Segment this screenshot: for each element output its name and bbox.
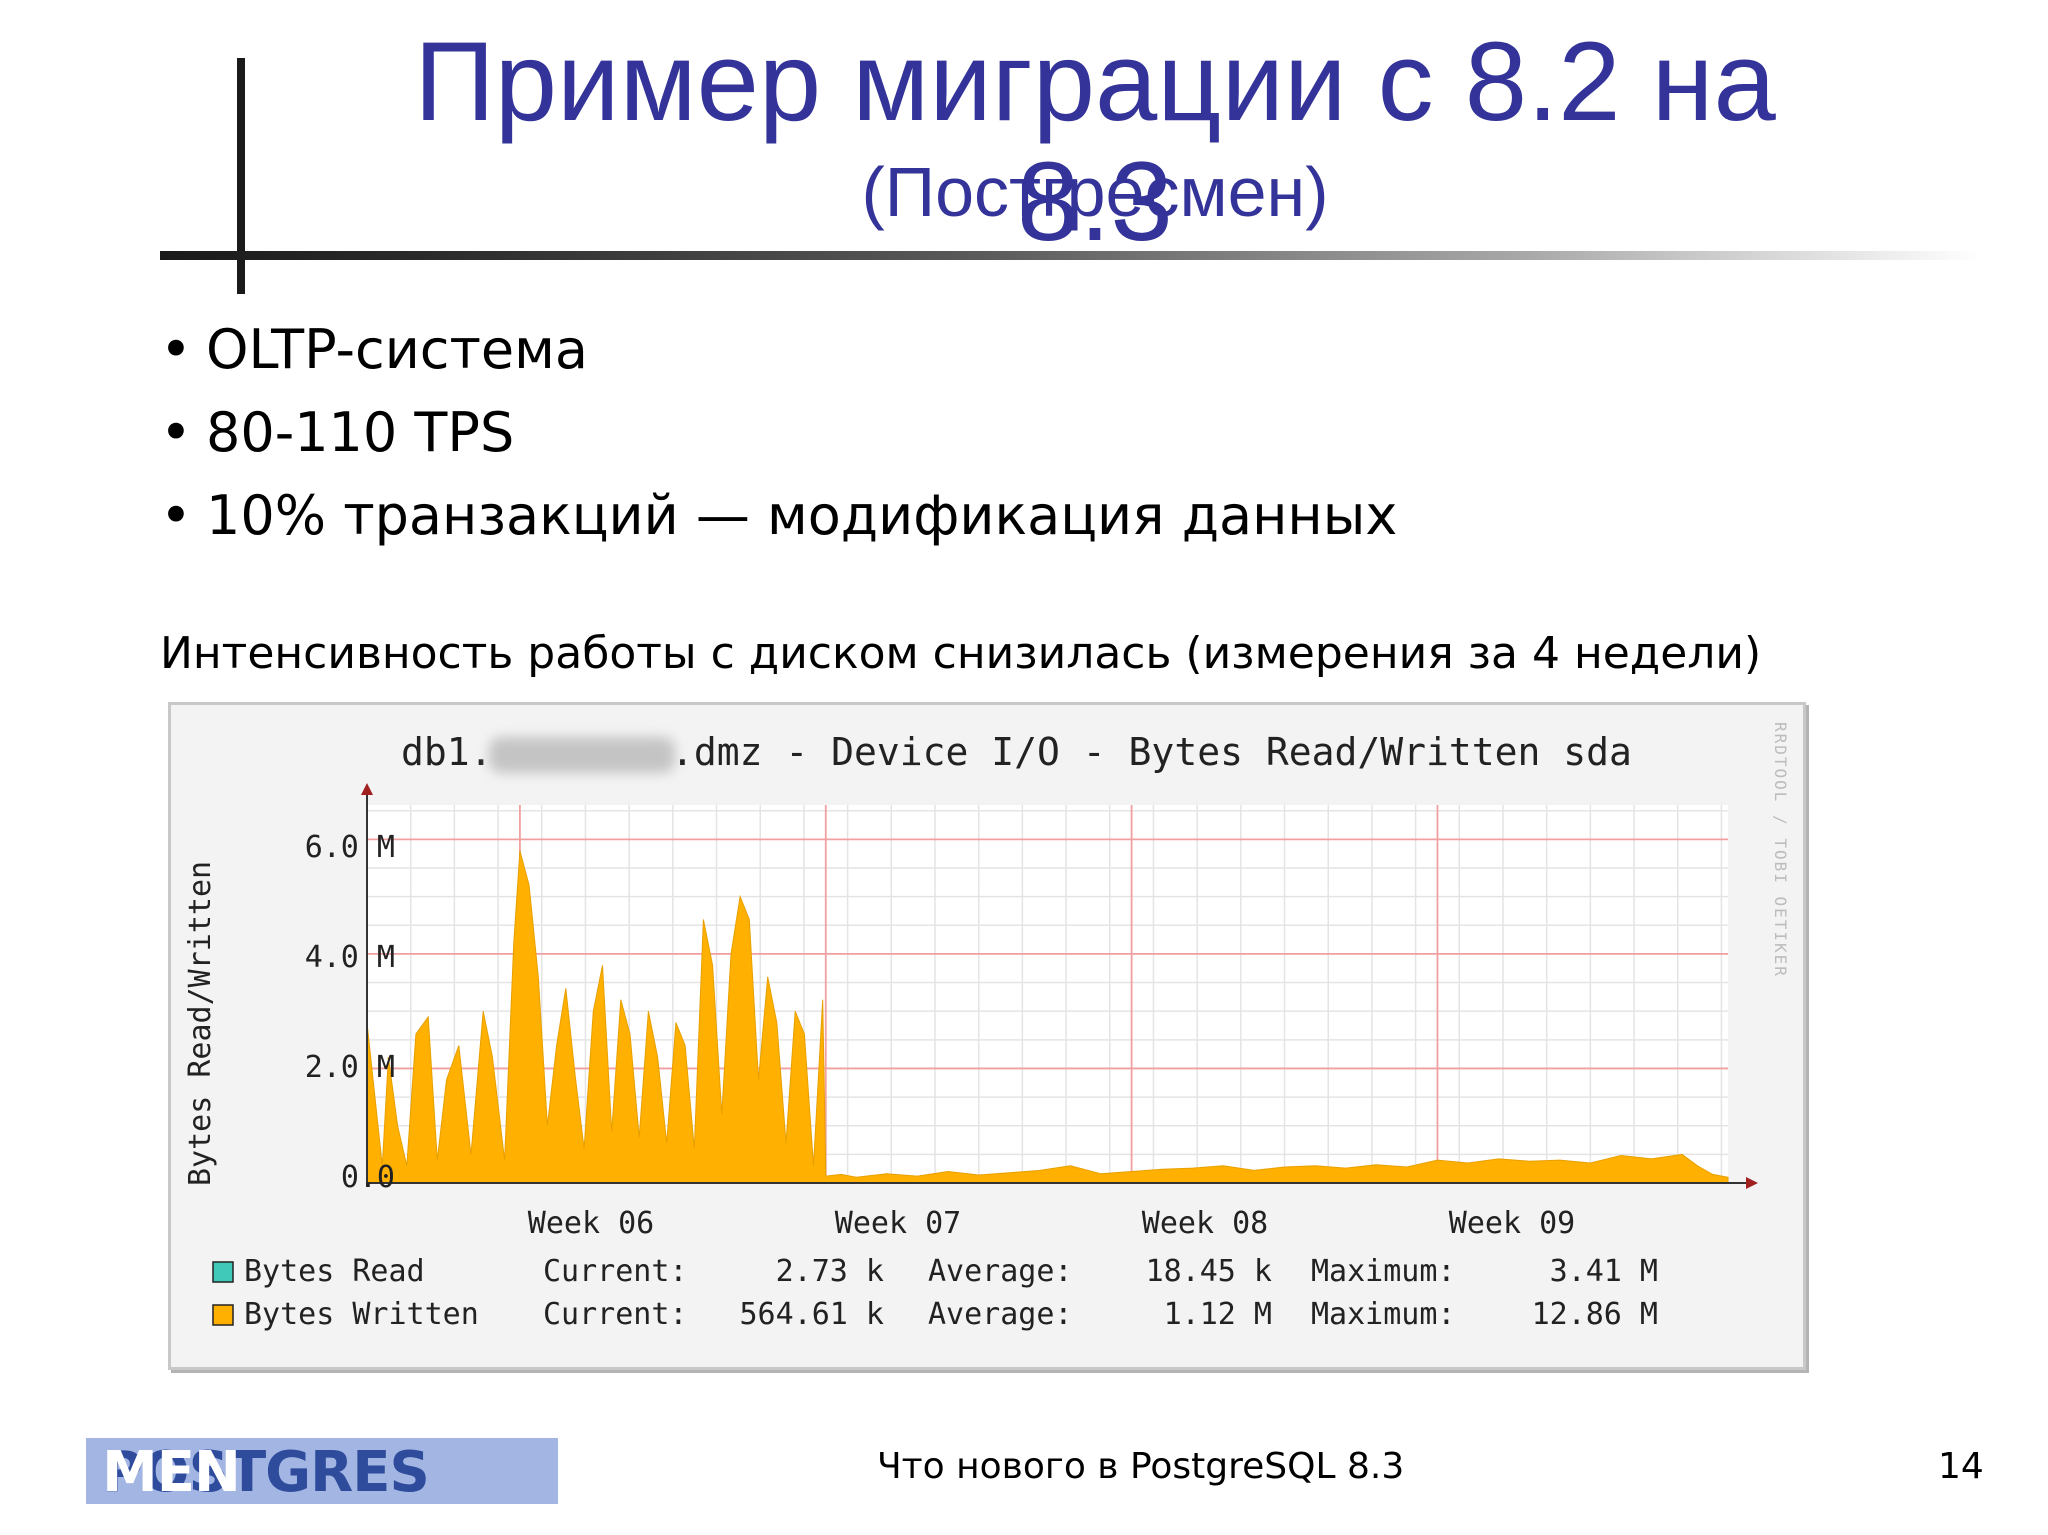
legend-swatch-bytes-written: [212, 1304, 234, 1326]
bullet-dot: •: [160, 484, 192, 547]
redacted-hostname: [489, 737, 675, 773]
postgresmen-logo: POSTGRES MEN: [86, 1438, 558, 1504]
legend-average-value: 1.12 M: [1164, 1297, 1272, 1332]
bullet-item: • OLTP-система: [160, 308, 1397, 391]
legend-maximum-value: 12.86 M: [1532, 1297, 1658, 1332]
legend-average-label: Average:: [928, 1254, 1073, 1289]
bullet-dot: •: [160, 318, 192, 381]
slide-title: Пример миграции с 8.2 на 8.3: [414, 19, 1776, 264]
legend-current-label: Current:: [543, 1254, 688, 1289]
legend-current-value: 564.61 k: [740, 1297, 885, 1332]
plot-area: [361, 783, 1758, 1189]
y-tick-label: 4.0 M: [305, 940, 395, 975]
x-tick-label: Week 06: [528, 1206, 654, 1241]
x-tick-label: Week 09: [1449, 1206, 1575, 1241]
legend-maximum-value: 3.41 M: [1550, 1254, 1658, 1289]
slide-subtitle: (Постгресмен): [861, 153, 1329, 231]
title-horizontal-rule: [160, 251, 1980, 260]
series-area-bytes-written: [366, 850, 1729, 1184]
legend-current-label: Current:: [543, 1297, 688, 1332]
bullet-list: • OLTP-система • 80-110 TPS • 10% транзакци…: [160, 308, 1397, 557]
legend-swatch-bytes-read: [212, 1261, 234, 1283]
logo-text-men: MEN: [102, 1440, 241, 1505]
rrd-chart-svg: db1. .dmz - Device I/O - Bytes Read/Writ…: [171, 705, 1803, 1367]
page-number: 14: [1938, 1446, 1984, 1487]
bullet-text: OLTP-система: [206, 318, 588, 381]
legend-maximum-label: Maximum:: [1311, 1297, 1456, 1332]
chart-y-axis-label: Bytes Read/Written: [183, 861, 218, 1186]
title-vertical-rule: [237, 58, 245, 294]
rrd-chart-image: db1. .dmz - Device I/O - Bytes Read/Writ…: [168, 702, 1806, 1370]
y-tick-label: 0.0: [341, 1160, 395, 1195]
x-tick-label: Week 07: [835, 1206, 961, 1241]
rrdtool-watermark: RRDTOOL / TOBI OETIKER: [1771, 722, 1790, 978]
x-tick-label: Week 08: [1142, 1206, 1268, 1241]
bullet-item: • 10% транзакций — модификация данных: [160, 474, 1397, 557]
footer-text: Что нового в PostgreSQL 8.3: [877, 1446, 1405, 1487]
legend-maximum-label: Maximum:: [1311, 1254, 1456, 1289]
legend-current-value: 2.73 k: [776, 1254, 884, 1289]
legend-name: Bytes Read: [244, 1254, 425, 1289]
bullet-text: 10% транзакций — модификация данных: [206, 484, 1398, 547]
legend-average-value: 18.45 k: [1146, 1254, 1272, 1289]
bullet-item: • 80-110 TPS: [160, 391, 1397, 474]
x-axis-arrow: [1746, 1177, 1758, 1189]
chart-title-suffix: .dmz - Device I/O - Bytes Read/Written s…: [671, 730, 1632, 774]
y-axis-arrow: [361, 783, 373, 795]
chart-caption: Интенсивность работы с диском снизилась …: [160, 628, 1762, 679]
legend-average-label: Average:: [928, 1297, 1073, 1332]
bullet-dot: •: [160, 401, 192, 464]
legend-name: Bytes Written: [244, 1297, 479, 1332]
y-tick-label: 6.0 M: [305, 830, 395, 865]
bullet-text: 80-110 TPS: [206, 401, 515, 464]
y-tick-label: 2.0 M: [305, 1050, 395, 1085]
logo-text-postgres: POSTGRES: [102, 1440, 430, 1505]
chart-title-prefix: db1.: [401, 730, 493, 774]
